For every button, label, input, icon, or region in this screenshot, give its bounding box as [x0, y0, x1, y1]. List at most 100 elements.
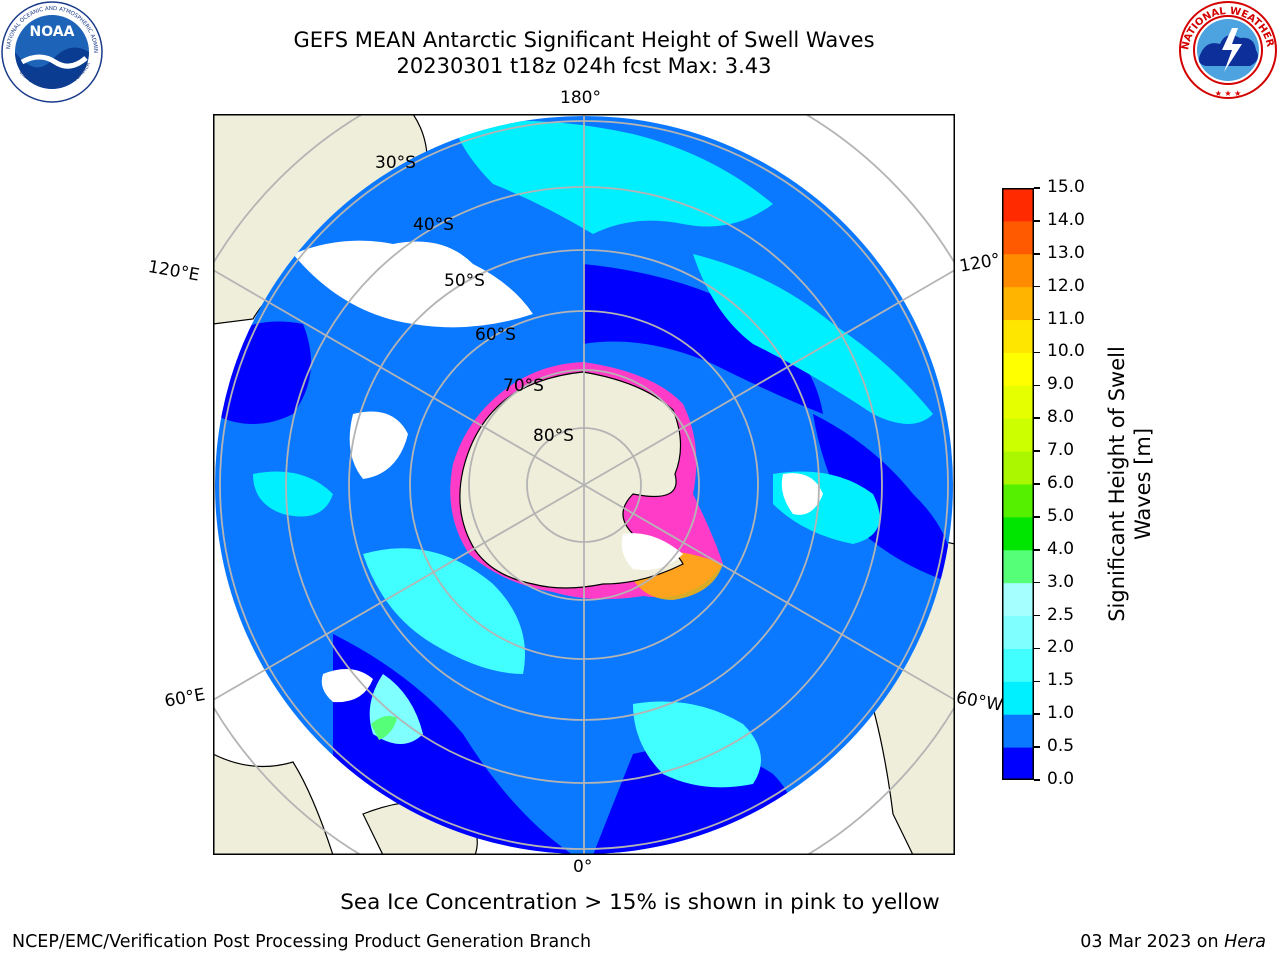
lat-label-80: 80°S [533, 426, 574, 446]
colorbar-tick-label: 2.5 [1047, 604, 1075, 625]
swell-zone-green [371, 716, 397, 740]
colorbar-tick-mark [1034, 581, 1040, 584]
colorbar-tick-mark [1034, 614, 1040, 617]
colorbar-ticks: 0.0 0.5 1.0 1.5 2.0 2.5 3.0 4.0 5.0 6.0 7.0 8.0 9.0 1… [1034, 177, 1104, 789]
footer-date: 03 Mar 2023 on Hera [1080, 932, 1266, 952]
map-frame [213, 114, 955, 855]
colorbar-tick-mark [1034, 220, 1040, 222]
colorbar-tick-label: 0.5 [1047, 736, 1075, 757]
colorbar-label-line1: Significant Height of Swell [1105, 346, 1129, 622]
land-africa [213, 753, 334, 855]
graticule [213, 114, 955, 855]
swell-zone-dark-1 [583, 264, 823, 414]
colorbar-tick-label: 8.0 [1047, 407, 1075, 428]
colorbar-tick-label: 2.0 [1047, 637, 1075, 658]
colorbar-swatch [1002, 286, 1034, 321]
sea-ice-note: Sea Ice Concentration > 15% is shown in … [340, 890, 940, 915]
polar-map: 30°S 40°S 50°S 60°S 70°S 80°S [213, 114, 955, 855]
colorbar-tick-label: 11.0 [1047, 308, 1085, 329]
colorbar-tick-mark [1034, 647, 1040, 650]
lat-label-60: 60°S [475, 325, 516, 345]
colorbar-swatch [1002, 385, 1034, 419]
lon-label-60w: 60°W [954, 688, 1005, 716]
footer-date-text: 03 Mar 2023 on [1080, 932, 1225, 952]
colorbar-tick-mark [1034, 516, 1040, 518]
footer-branch: NCEP/EMC/Verification Post Processing Pr… [12, 932, 592, 952]
colorbar-tick-mark [1034, 549, 1040, 551]
colorbar-swatch [1002, 352, 1034, 386]
colorbar-tick-mark [1034, 285, 1040, 288]
lat-label-30: 30°S [375, 153, 416, 173]
nodata-patch-1 [293, 240, 533, 328]
lat-label-50: 50°S [444, 271, 485, 291]
colorbar-tick-label: 1.0 [1047, 703, 1075, 724]
colorbar-tick-mark [1034, 680, 1040, 683]
colorbar-tick-mark [1034, 253, 1040, 255]
colorbar-tick-label: 14.0 [1047, 209, 1085, 230]
colorbar-tick-mark [1034, 384, 1040, 387]
colorbar-tick-label: 9.0 [1047, 374, 1075, 395]
colorbar-tick-label: 7.0 [1047, 440, 1075, 461]
colorbar-tick-mark [1034, 450, 1040, 452]
colorbar-swatch [1002, 516, 1034, 551]
chart-subtitle: 20230301 t18z 024h fcst Max: 3.43 [396, 54, 772, 78]
colorbar-swatch [1002, 418, 1034, 452]
swell-zone-cyan-3 [363, 548, 525, 674]
swell-zone-cyan-1 [453, 120, 773, 234]
ice-shelf-white [621, 533, 683, 570]
chart-title: GEFS MEAN Antarctic Significant Height o… [293, 28, 875, 52]
colorbar-tick-mark [1034, 779, 1040, 781]
colorbar-tick-mark [1034, 417, 1040, 419]
colorbar-tick-mark [1034, 483, 1040, 485]
colorbar-swatch [1002, 188, 1034, 222]
lon-label-180: 180° [560, 88, 601, 108]
colorbar-tick-label: 12.0 [1047, 275, 1085, 296]
swell-zone-cyan-4 [633, 701, 761, 788]
swell-zone-dark-5 [813, 414, 953, 584]
nodata-patch-4 [781, 473, 823, 515]
nws-logo: NATIONAL WEATHER SERVICE ★ ★ ★ [1172, 0, 1280, 104]
noaa-logo: NOAA NATIONAL OCEANIC AND ATMOSPHERIC AD… [0, 0, 104, 104]
latitude-labels: 30°S 40°S 50°S 60°S 70°S 80°S [375, 153, 574, 446]
colorbar-swatch [1002, 451, 1034, 485]
colorbar-tick-label: 15.0 [1047, 177, 1085, 197]
lon-label-60e: 60°E [163, 684, 207, 712]
lon-label-120w: 120° [958, 249, 1002, 277]
lon-label-120e: 120°E [146, 257, 201, 286]
nodata-patch-2 [349, 411, 408, 479]
colorbar-swatches [1002, 188, 1034, 781]
lon-label-0: 0° [573, 857, 593, 877]
colorbar-swatch [1002, 549, 1034, 584]
lat-label-40: 40°S [413, 215, 454, 235]
colorbar-tick-label: 5.0 [1047, 505, 1075, 526]
map-panel: 30°S 40°S 50°S 60°S 70°S 80°S [213, 114, 955, 855]
colorbar [1002, 188, 1034, 781]
noaa-wordmark: NOAA [30, 24, 75, 40]
colorbar-swatch [1002, 714, 1034, 748]
lat-label-70: 70°S [503, 376, 544, 396]
colorbar-tick-mark [1034, 746, 1040, 748]
colorbar-label-line2: Waves [m] [1131, 427, 1155, 541]
colorbar-tick-label: 3.0 [1047, 571, 1075, 592]
colorbar-swatch [1002, 582, 1034, 617]
meridian-60e-120w [213, 269, 955, 701]
colorbar-swatch [1002, 615, 1034, 649]
colorbar-tick-label: 1.5 [1047, 670, 1075, 691]
swell-zone-cyan-2 [693, 254, 933, 424]
colorbar-swatch [1002, 319, 1034, 353]
colorbar-frame [1002, 188, 1034, 780]
swell-zone-cyan-5 [253, 471, 333, 517]
colorbar-tick-label: 4.0 [1047, 538, 1075, 559]
nws-stars: ★ ★ ★ [1215, 89, 1242, 98]
nodata-patch-3 [321, 669, 373, 703]
colorbar-tick-mark [1034, 318, 1040, 321]
colorbar-tick-mark [1034, 713, 1040, 715]
colorbar-tick-label: 13.0 [1047, 242, 1085, 263]
colorbar-swatch [1002, 747, 1034, 781]
colorbar-tick-mark [1034, 351, 1040, 354]
colorbar-swatch [1002, 253, 1034, 288]
colorbar-tick-label: 6.0 [1047, 473, 1075, 493]
colorbar-swatch [1002, 648, 1034, 682]
footer-machine: Hera [1224, 932, 1266, 952]
colorbar-tick-mark [1034, 187, 1040, 189]
